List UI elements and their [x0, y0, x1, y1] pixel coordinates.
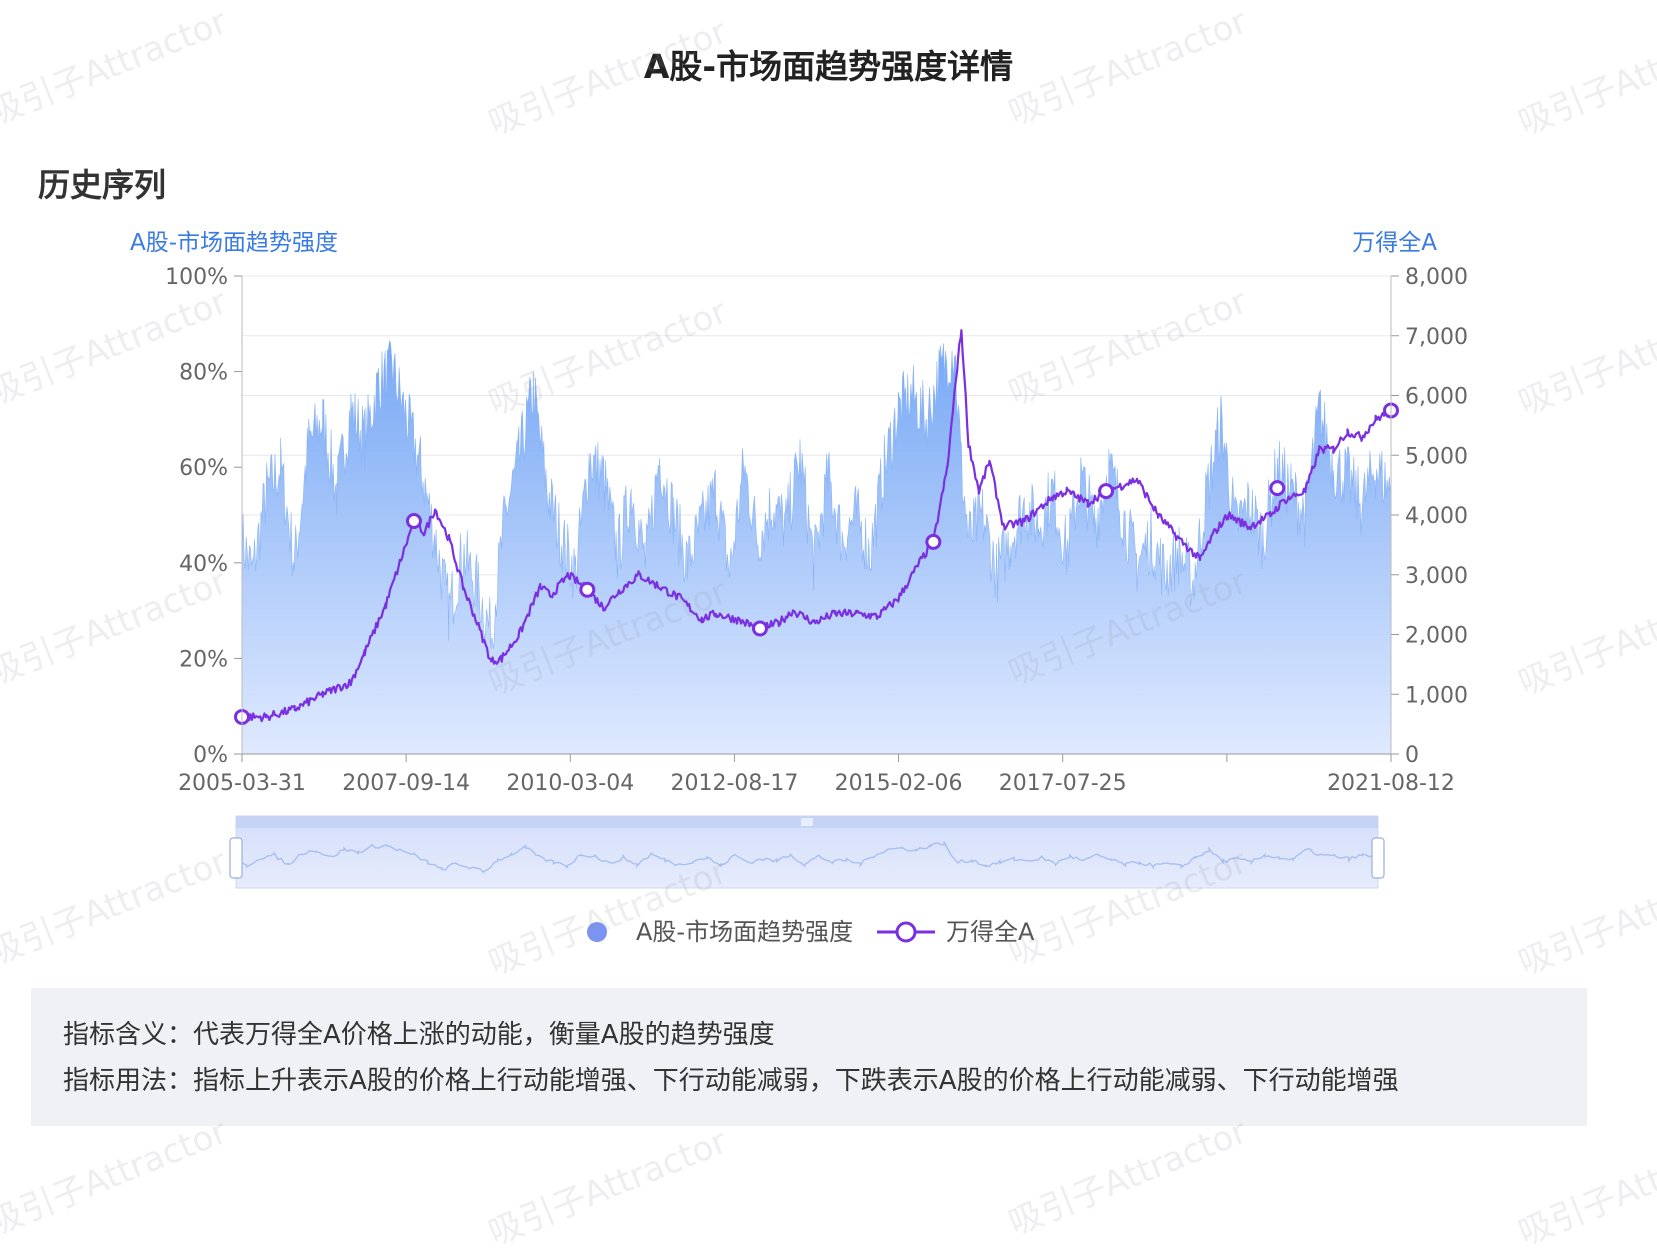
- wind-a-point: [925, 533, 942, 550]
- wind-a-point: [1269, 480, 1286, 497]
- x-axis-tick-label: 2015-02-06: [835, 771, 963, 796]
- wind-a-point: [405, 512, 422, 529]
- data-zoom-left-handle[interactable]: [229, 837, 243, 879]
- strength-area-series: [241, 340, 1392, 755]
- data-zoom-slider[interactable]: [229, 815, 1385, 889]
- left-axis-tick-label: 80%: [179, 361, 228, 386]
- x-axis-tick-label: 2012-08-17: [670, 771, 798, 796]
- left-axis-tick-label: 60%: [179, 456, 228, 481]
- right-axis-tick-label: 0: [1405, 743, 1419, 768]
- wind-a-point: [1098, 483, 1115, 500]
- indicator-meaning-text: 指标含义：代表万得全A价格上涨的动能，衡量A股的趋势强度: [63, 1020, 775, 1050]
- legend-area-marker: [587, 922, 607, 942]
- left-axis-tick-label: 40%: [179, 552, 228, 577]
- x-axis-tick-label: 2010-03-04: [506, 771, 634, 796]
- right-axis-tick-label: 6,000: [1405, 385, 1468, 410]
- wind-a-line: [241, 329, 1392, 723]
- legend-area-label: A股-市场面趋势强度: [636, 918, 853, 946]
- wind-a-point: [579, 581, 596, 598]
- indicator-usage-text: 指标用法：指标上升表示A股的价格上行动能增强、下行动能减弱，下跌表示A股的价格上…: [63, 1066, 1399, 1096]
- x-axis-tick-label: 2005-03-31: [178, 771, 306, 796]
- left-axis-tick-label: 100%: [165, 265, 228, 290]
- right-axis-tick-label: 4,000: [1405, 504, 1468, 529]
- trend-strength-chart: 0% 20% 40% 60% 80% 100% 0 1,000 2,000 3,000 4,000 5…: [130, 230, 1468, 946]
- left-axis-name: A股-市场面趋势强度: [130, 230, 338, 256]
- data-zoom-preview-line: [235, 841, 1379, 874]
- x-axis-tick-label: 2017-07-25: [999, 771, 1127, 796]
- left-axis-tick-label: 0%: [193, 743, 228, 768]
- legend-line-ring: [895, 921, 917, 943]
- right-axis-tick-label: 3,000: [1405, 564, 1468, 589]
- right-axis-tick-label: 7,000: [1405, 325, 1468, 350]
- axes: 0% 20% 40% 60% 80% 100% 0 1,000 2,000 3,000 4,000 5…: [130, 230, 1468, 796]
- left-axis-tick-label: 20%: [179, 647, 228, 672]
- data-zoom-right-handle[interactable]: [1371, 837, 1385, 879]
- right-axis-tick-label: 1,000: [1405, 683, 1468, 708]
- strength-area: [241, 340, 1392, 755]
- section-title: 历史序列: [38, 166, 167, 204]
- x-axis-tick-label: 2007-09-14: [342, 771, 470, 796]
- indicator-description-box: 指标含义：代表万得全A价格上涨的动能，衡量A股的趋势强度 指标用法：指标上升表示…: [31, 988, 1587, 1126]
- wind-a-point: [751, 620, 768, 637]
- right-axis-tick-label: 8,000: [1405, 265, 1468, 290]
- wind-a-line-series: [234, 329, 1399, 725]
- x-axis-tick-label: 2021-08-12: [1327, 771, 1455, 796]
- right-axis-name: 万得全A: [1352, 230, 1437, 256]
- data-zoom-drag-grip[interactable]: [801, 818, 813, 826]
- page-title: A股-市场面趋势强度详情: [643, 47, 1014, 86]
- legend-line-label: 万得全A: [946, 918, 1035, 946]
- chart-legend: A股-市场面趋势强度 万得全A: [587, 918, 1035, 946]
- right-axis-tick-label: 2,000: [1405, 624, 1468, 649]
- right-axis-tick-label: 5,000: [1405, 444, 1468, 469]
